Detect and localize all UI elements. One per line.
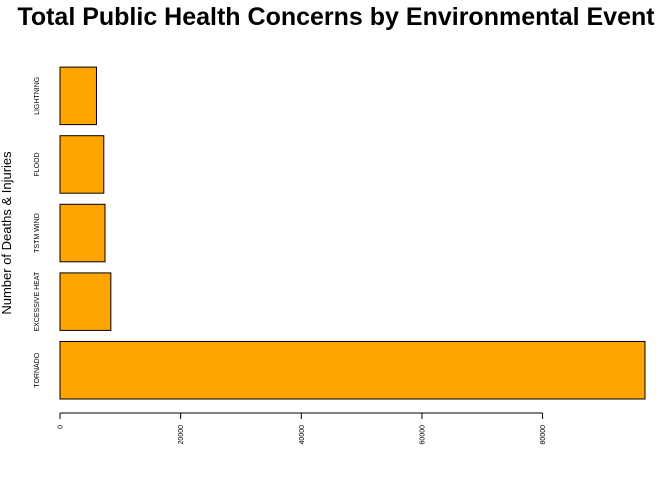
bar-flood [59, 135, 105, 194]
x-tick-label: 80000 [540, 425, 547, 445]
x-tick-label: 60000 [419, 425, 426, 445]
bar-tstm-wind [59, 203, 106, 263]
category-label-tstm-wind: TSTM WIND [34, 213, 41, 253]
bar-tornado [59, 341, 646, 400]
x-tick-label: 20000 [178, 425, 185, 445]
x-tick-label: 0 [58, 425, 65, 429]
category-labels: TORNADO EXCESSIVE HEAT TSTM WIND FLOOD LIGHT… [34, 77, 41, 388]
y-axis-label: Number of Deaths & Injuries [0, 151, 14, 315]
category-label-excessive-heat: EXCESSIVE HEAT [34, 271, 41, 332]
category-label-flood: FLOOD [34, 152, 41, 176]
bar-lightning [59, 66, 97, 126]
x-tick-label: 40000 [299, 425, 306, 445]
chart-title: Total Public Health Concerns by Environm… [17, 3, 655, 31]
bar-excessive-heat [59, 272, 112, 331]
x-axis: 0 20000 40000 60000 80000 [58, 412, 547, 445]
category-label-lightning: LIGHTNING [34, 77, 41, 115]
bars-group [59, 66, 646, 400]
category-label-tornado: TORNADO [34, 352, 41, 387]
